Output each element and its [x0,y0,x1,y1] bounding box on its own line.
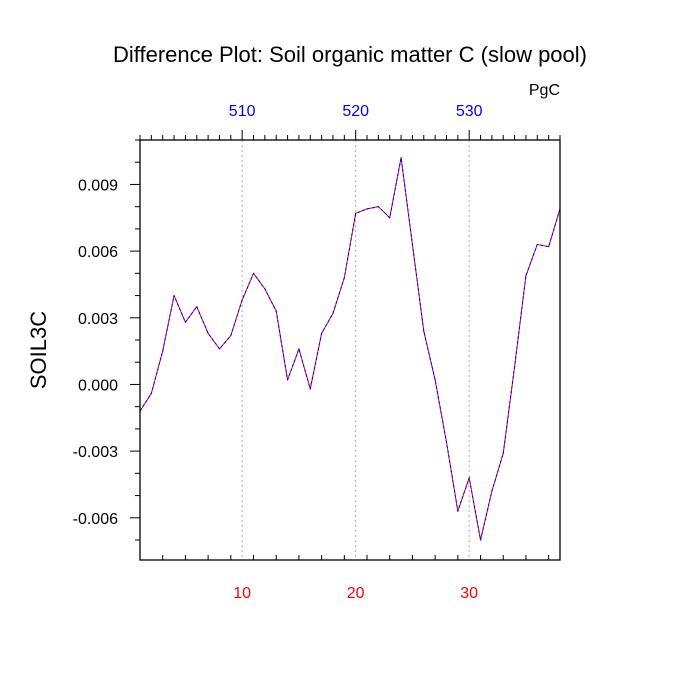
data-point-18 [343,277,345,279]
data-point-23 [400,157,402,159]
chart-title: Difference Plot: Soil organic matter C (… [113,42,587,67]
data-point-19 [355,212,357,214]
data-point-27 [445,441,448,443]
series-line-blue [139,157,561,541]
data-point-7 [218,348,221,350]
data-point-2 [162,350,164,352]
data-point-13 [286,379,289,381]
data-point-24 [411,243,414,246]
data-point-36 [548,246,550,248]
plot-frame [139,139,561,561]
data-point-3 [173,294,175,297]
data-point-22 [389,217,391,219]
data-point-8 [230,334,232,337]
x-tick-label-1: 20 [347,585,365,602]
data-point-20 [366,208,368,210]
data-point-29 [468,477,470,479]
data-point-4 [184,321,187,323]
data-point-25 [423,330,425,332]
data-point-21 [377,206,379,208]
data-point-34 [525,274,527,277]
data-point-17 [332,312,334,314]
data-point-10 [252,272,255,274]
data-point-33 [513,366,516,368]
top-tick-label-0: 510 [229,103,256,120]
data-point-9 [241,299,243,301]
data-point-16 [321,332,323,334]
top-tick-label-2: 530 [456,103,483,120]
tick-labels: 10 20 30 510 520 530 0.009 0.006 0.003 0.000 -0.00… [73,103,483,602]
data-point-32 [502,452,504,454]
data-point-26 [434,379,436,381]
y-tick-label-5: -0.006 [73,511,118,528]
data-point-30 [479,539,482,541]
data-point-28 [457,510,459,512]
axis-ticks [130,130,561,560]
series-layer [139,157,561,541]
x-tick-label-0: 10 [233,585,251,602]
y-tick-label-4: -0.003 [73,444,118,461]
grid-lines [241,140,470,560]
y-tick-label-3: 0.000 [78,377,118,394]
y-tick-label-1: 0.006 [78,244,118,261]
data-point-1 [150,392,152,394]
x-tick-label-2: 30 [460,585,478,602]
data-point-6 [207,332,209,334]
top-tick-label-1: 520 [342,103,369,120]
units-label: PgC [529,82,560,99]
data-point-5 [196,306,198,308]
data-point-14 [298,348,300,350]
y-tick-label-0: 0.009 [78,177,118,194]
data-point-11 [264,288,266,290]
data-point-15 [309,388,311,390]
y-tick-label-2: 0.003 [78,311,118,328]
data-point-35 [536,243,538,246]
data-point-31 [491,490,493,492]
data-point-12 [275,310,277,312]
series-line-red [139,157,561,541]
y-axis-title: SOIL3C [26,311,51,389]
